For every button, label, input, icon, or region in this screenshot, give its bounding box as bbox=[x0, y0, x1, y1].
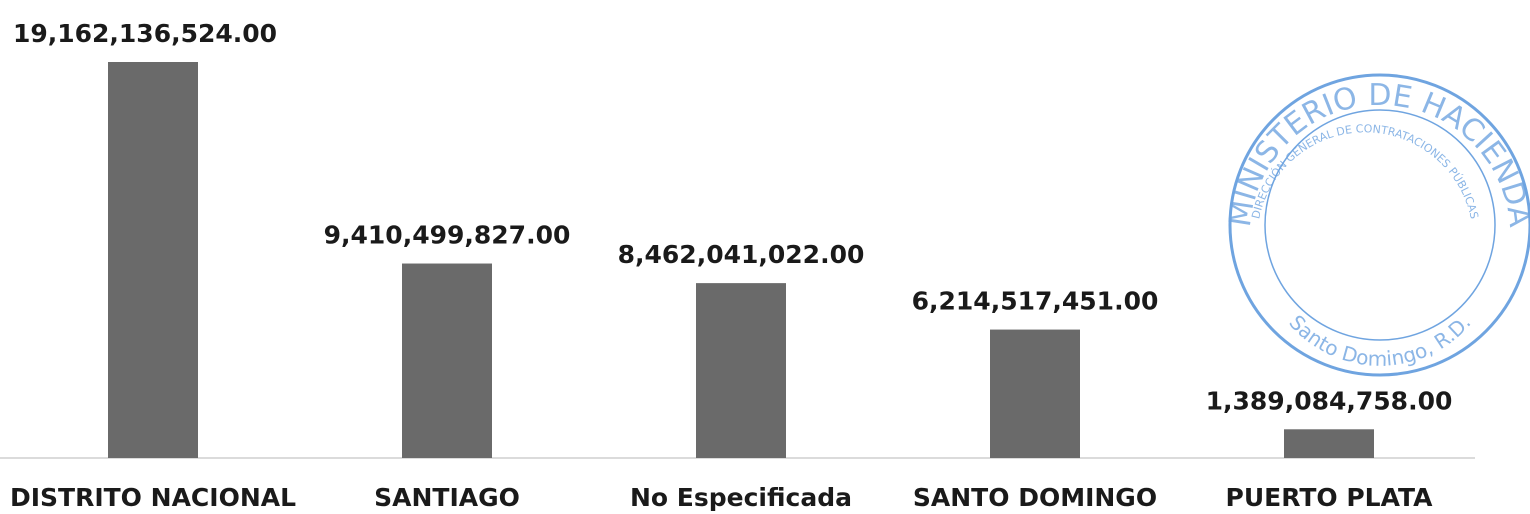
x-tick-label: SANTO DOMINGO bbox=[913, 483, 1157, 512]
stamp-text: MINISTERIO DE HACIENDA bbox=[1223, 78, 1530, 229]
stamp-ring bbox=[1228, 73, 1530, 377]
x-tick-label: DISTRITO NACIONAL bbox=[10, 483, 296, 512]
x-tick-label: PUERTO PLATA bbox=[1226, 483, 1434, 512]
stamp: MINISTERIO DE HACIENDA DIRECCIÓN GENERAL… bbox=[1223, 73, 1530, 377]
bar bbox=[108, 62, 198, 458]
bar bbox=[696, 283, 786, 458]
stamp-ring bbox=[1264, 109, 1496, 341]
data-label: 1,389,084,758.00 bbox=[1206, 386, 1453, 415]
bar bbox=[1284, 429, 1374, 458]
bar bbox=[990, 329, 1080, 458]
data-label: 19,162,136,524.00 bbox=[13, 19, 277, 48]
bar bbox=[402, 263, 492, 458]
data-label: 9,410,499,827.00 bbox=[324, 221, 571, 250]
data-label: 6,214,517,451.00 bbox=[912, 287, 1159, 316]
data-label: 8,462,041,022.00 bbox=[618, 240, 865, 269]
x-tick-label: No Especificada bbox=[630, 483, 852, 512]
stamp-outer: MINISTERIO DE HACIENDA bbox=[1223, 78, 1530, 229]
x-tick-label: SANTIAGO bbox=[374, 483, 520, 512]
